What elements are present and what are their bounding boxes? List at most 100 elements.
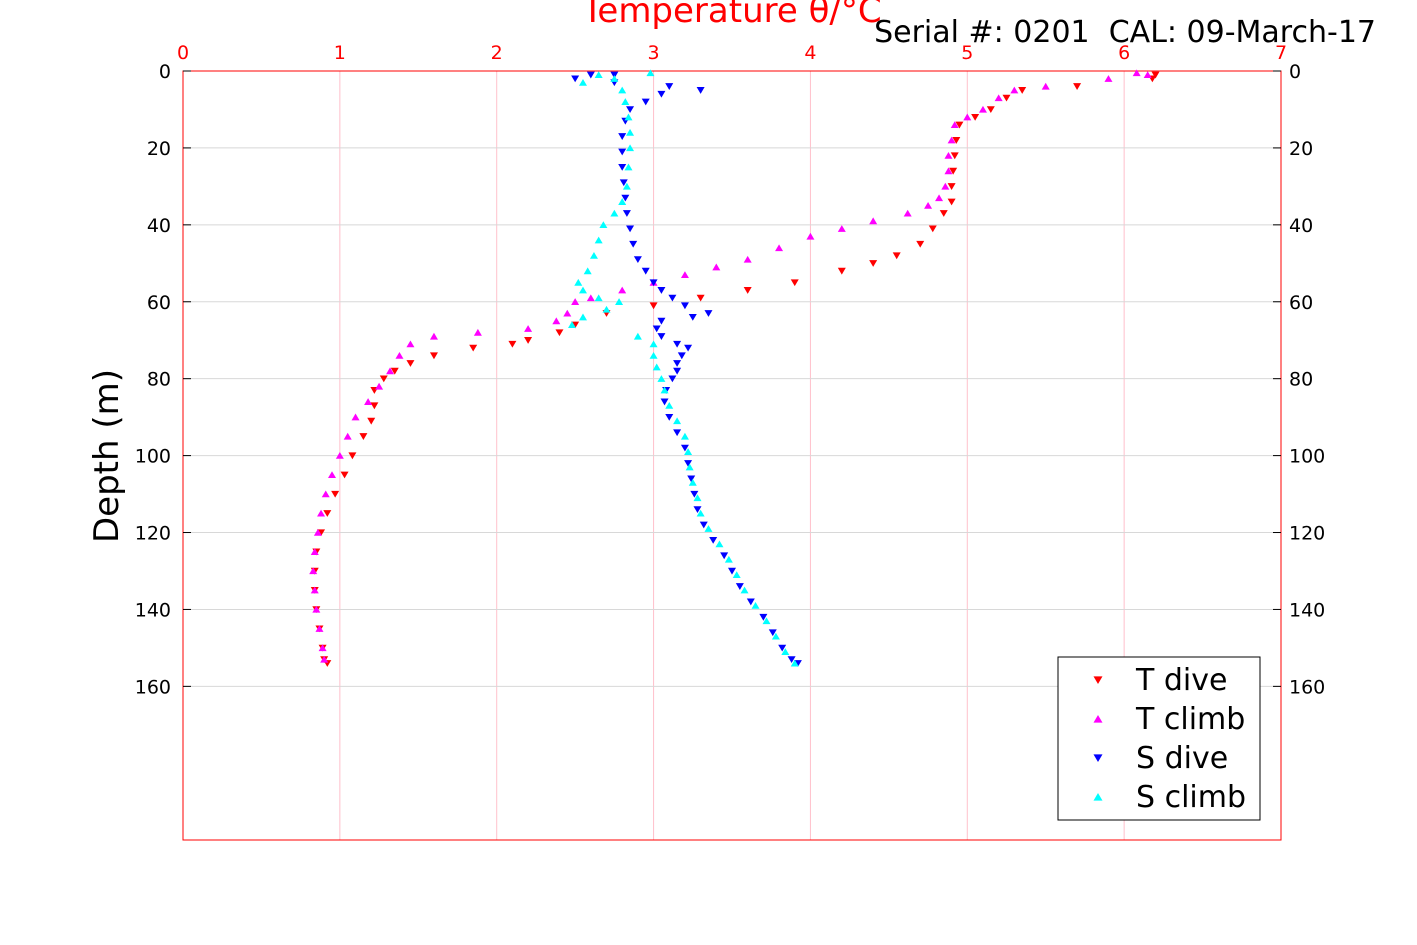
data-point bbox=[312, 605, 321, 613]
data-point bbox=[704, 525, 713, 532]
data-point bbox=[626, 225, 635, 233]
y-tick-label-left: 100 bbox=[135, 446, 171, 468]
data-point bbox=[652, 363, 661, 371]
data-point bbox=[578, 286, 587, 294]
data-point bbox=[359, 433, 368, 440]
data-point bbox=[618, 86, 627, 94]
data-point bbox=[621, 194, 630, 202]
data-point bbox=[704, 310, 713, 317]
data-point bbox=[574, 278, 583, 286]
y-tick-label-left: 120 bbox=[135, 523, 171, 545]
data-point bbox=[657, 375, 666, 382]
data-point bbox=[429, 332, 438, 340]
y-tick-label-right: 140 bbox=[1289, 599, 1325, 621]
data-point bbox=[524, 325, 533, 332]
legend-label: S climb bbox=[1136, 780, 1246, 815]
data-point bbox=[622, 210, 631, 217]
data-point bbox=[787, 656, 796, 664]
data-point bbox=[375, 382, 384, 390]
data-point bbox=[660, 386, 669, 394]
data-point bbox=[688, 478, 697, 486]
data-point bbox=[1073, 83, 1082, 90]
data-point bbox=[869, 217, 878, 225]
x-axis-ticks: 0 1 2 3 4 5 6 7 bbox=[177, 42, 1287, 64]
data-point bbox=[370, 402, 379, 410]
data-point bbox=[626, 106, 635, 114]
data-point bbox=[321, 490, 330, 498]
data-point bbox=[768, 629, 777, 637]
data-point bbox=[555, 329, 564, 337]
data-point bbox=[735, 583, 744, 590]
data-point bbox=[618, 133, 627, 140]
data-point bbox=[978, 105, 987, 113]
data-point bbox=[963, 113, 972, 121]
data-point bbox=[751, 601, 760, 609]
data-point bbox=[994, 94, 1003, 102]
data-point bbox=[665, 83, 674, 90]
data-point bbox=[379, 375, 388, 383]
data-point bbox=[1143, 71, 1152, 79]
data-point bbox=[508, 340, 517, 348]
legend-label: S dive bbox=[1136, 741, 1228, 776]
data-point bbox=[622, 182, 631, 190]
x-tick-label: 2 bbox=[491, 42, 503, 64]
data-point bbox=[693, 506, 702, 514]
legend-box bbox=[1057, 656, 1261, 821]
data-point bbox=[649, 279, 658, 287]
y-tick-label-right: 60 bbox=[1289, 292, 1313, 314]
y-tick-label-left: 60 bbox=[147, 292, 171, 314]
data-point bbox=[615, 298, 624, 305]
data-point bbox=[599, 221, 608, 229]
data-point bbox=[928, 225, 937, 233]
data-point bbox=[335, 452, 344, 459]
data-point bbox=[668, 294, 677, 302]
data-point bbox=[641, 98, 650, 106]
data-point bbox=[309, 567, 318, 575]
data-point bbox=[743, 255, 752, 263]
data-point bbox=[1041, 82, 1050, 90]
data-point bbox=[594, 294, 603, 302]
data-point bbox=[941, 182, 950, 190]
data-point bbox=[310, 548, 319, 555]
data-point bbox=[578, 313, 587, 321]
data-point bbox=[310, 586, 319, 594]
y-tick-label-left: 40 bbox=[147, 215, 171, 237]
data-point bbox=[986, 106, 995, 114]
data-point bbox=[677, 352, 686, 360]
data-point bbox=[469, 344, 478, 352]
y-tick-label-right: 160 bbox=[1289, 676, 1325, 698]
y-tick-label-right: 80 bbox=[1289, 369, 1313, 391]
y-tick-label-right: 0 bbox=[1289, 61, 1301, 83]
data-point bbox=[586, 71, 595, 79]
data-point bbox=[563, 309, 572, 317]
data-point bbox=[624, 113, 633, 121]
data-point bbox=[626, 144, 635, 152]
data-point bbox=[947, 198, 956, 206]
data-point bbox=[657, 333, 666, 340]
data-point bbox=[386, 367, 395, 375]
y-tick-label-left: 20 bbox=[147, 138, 171, 160]
x-tick-label: 0 bbox=[177, 42, 189, 64]
data-point bbox=[1151, 71, 1160, 79]
data-point bbox=[712, 263, 721, 271]
data-point bbox=[633, 256, 642, 264]
data-point bbox=[348, 452, 357, 460]
data-point bbox=[578, 78, 587, 86]
data-point bbox=[331, 490, 340, 498]
data-point bbox=[406, 360, 415, 367]
data-point bbox=[571, 75, 580, 83]
data-point bbox=[390, 367, 399, 375]
data-point bbox=[320, 655, 329, 663]
data-point bbox=[732, 571, 741, 579]
data-point bbox=[1010, 86, 1019, 94]
data-point bbox=[646, 69, 655, 77]
data-point bbox=[618, 148, 627, 156]
data-point bbox=[696, 294, 705, 302]
y-tick-label-left: 160 bbox=[135, 676, 171, 698]
data-point bbox=[1002, 94, 1011, 102]
data-point bbox=[971, 113, 980, 121]
data-point bbox=[1018, 87, 1027, 94]
data-point bbox=[696, 509, 705, 517]
data-point bbox=[657, 90, 666, 98]
